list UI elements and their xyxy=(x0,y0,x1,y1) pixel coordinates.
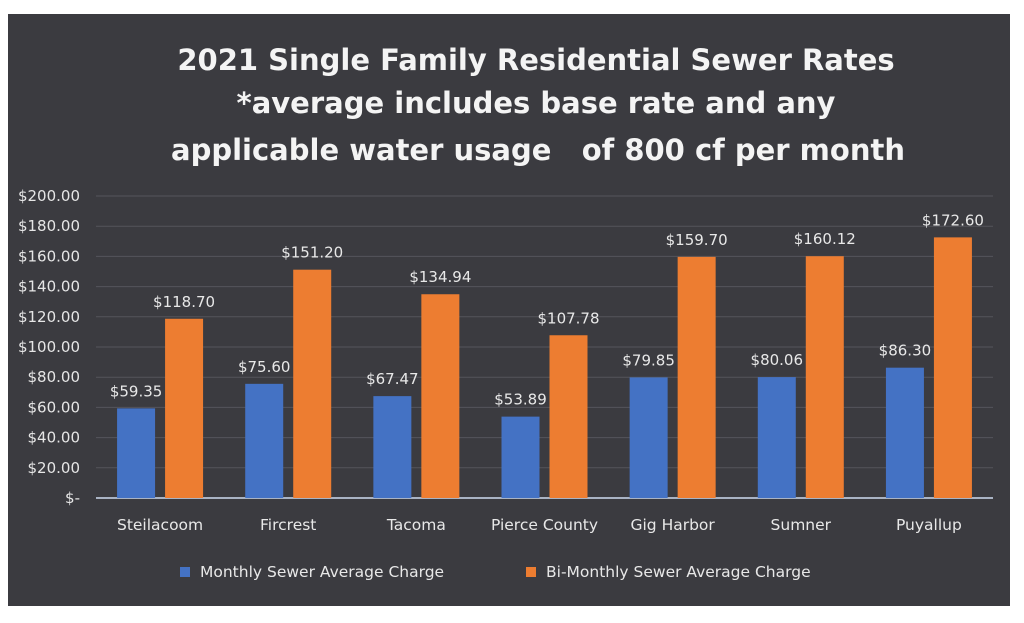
data-label: $159.70 xyxy=(666,231,728,249)
y-tick-label: $40.00 xyxy=(28,429,81,447)
x-category-label: Fircrest xyxy=(260,516,316,534)
x-category-label: Tacoma xyxy=(386,516,446,534)
bar-chart: 2021 Single Family Residential Sewer Rat… xyxy=(18,43,993,581)
legend-label: Bi-Monthly Sewer Average Charge xyxy=(546,563,811,581)
bar-bimonthly xyxy=(933,237,972,498)
y-tick-label: $60.00 xyxy=(28,398,81,416)
bar-bimonthly xyxy=(805,256,844,498)
bar-bimonthly xyxy=(165,318,204,498)
x-category-label: Pierce County xyxy=(491,516,598,534)
legend-label: Monthly Sewer Average Charge xyxy=(200,563,444,581)
chart-title-line-2: *average includes base rate and any xyxy=(237,86,836,120)
bar-monthly xyxy=(629,377,668,498)
bar-monthly xyxy=(885,367,924,498)
data-label: $67.47 xyxy=(366,370,419,388)
legend-swatch xyxy=(180,567,190,577)
bar-bimonthly xyxy=(293,269,332,498)
bar-monthly xyxy=(245,383,284,498)
bar-monthly xyxy=(117,408,156,498)
x-category-label: Steilacoom xyxy=(117,516,203,534)
data-label: $107.78 xyxy=(537,309,599,327)
data-label: $160.12 xyxy=(794,230,856,248)
data-label: $75.60 xyxy=(238,358,291,376)
data-label: $172.60 xyxy=(922,211,984,229)
data-label: $53.89 xyxy=(494,391,547,409)
y-tick-label: $120.00 xyxy=(18,308,80,326)
data-label: $134.94 xyxy=(409,268,471,286)
data-label: $118.70 xyxy=(153,293,215,311)
bar-monthly xyxy=(501,416,540,498)
chart-title-line-3: applicable water usage of 800 cf per mon… xyxy=(171,133,905,167)
y-tick-label: $20.00 xyxy=(28,459,81,477)
data-label: $79.85 xyxy=(622,351,675,369)
bar-bimonthly xyxy=(421,294,460,498)
bar-bimonthly xyxy=(549,335,588,498)
y-tick-label: $160.00 xyxy=(18,247,80,265)
legend-swatch xyxy=(526,567,536,577)
data-label: $151.20 xyxy=(281,244,343,262)
x-category-label: Puyallup xyxy=(896,516,962,534)
data-label: $59.35 xyxy=(110,382,163,400)
bar-bimonthly xyxy=(677,256,716,498)
x-category-label: Gig Harbor xyxy=(630,516,715,534)
y-tick-label: $- xyxy=(65,489,80,507)
chart-title-line-1: 2021 Single Family Residential Sewer Rat… xyxy=(177,43,894,77)
data-label: $86.30 xyxy=(879,342,932,360)
bar-monthly xyxy=(373,396,412,498)
y-tick-label: $200.00 xyxy=(18,187,80,205)
y-tick-label: $180.00 xyxy=(18,217,80,235)
y-tick-label: $140.00 xyxy=(18,278,80,296)
data-label: $80.06 xyxy=(751,351,804,369)
chart-panel: 2021 Single Family Residential Sewer Rat… xyxy=(8,14,1010,606)
x-category-label: Sumner xyxy=(771,516,832,534)
y-tick-label: $80.00 xyxy=(28,368,81,386)
bar-monthly xyxy=(757,377,796,498)
y-tick-label: $100.00 xyxy=(18,338,80,356)
